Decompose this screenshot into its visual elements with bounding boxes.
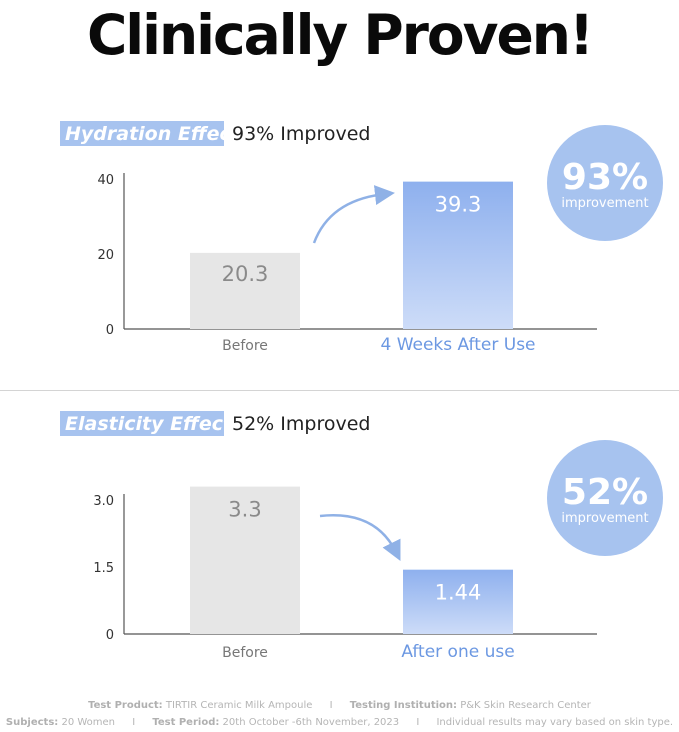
- trend-arrow: [319, 514, 401, 561]
- y-tick-label: 3.0: [93, 494, 114, 509]
- value-label-after: 39.3: [435, 193, 482, 217]
- value-label-before: 3.3: [228, 498, 261, 522]
- bar-before: [190, 486, 300, 634]
- footer-period-label: Test Period:: [152, 717, 220, 728]
- category-label-after: 4 Weeks After Use: [380, 335, 535, 355]
- footer-separator: I: [329, 700, 333, 711]
- footer-subjects-value: 20 Women: [61, 717, 116, 728]
- category-label-after: After one use: [401, 642, 514, 662]
- footer-product-label: Test Product:: [88, 700, 163, 711]
- footer-separator: I: [132, 717, 136, 728]
- footer-product-value: TIRTIR Ceramic Milk Ampoule: [165, 700, 313, 711]
- page-headline: Clinically Proven!: [86, 3, 594, 67]
- value-label-after: 1.44: [435, 581, 482, 605]
- y-tick-label: 0: [106, 323, 114, 338]
- footer-institution-label: Testing Institution:: [349, 700, 458, 711]
- y-tick-label: 1.5: [93, 561, 114, 576]
- title-tag-background: [60, 411, 224, 436]
- bar-after: [403, 181, 513, 329]
- badge-percent: 52%: [562, 472, 648, 513]
- chart-title-tag: Hydration Effect: [65, 123, 241, 145]
- section-divider: [0, 390, 679, 391]
- y-tick-label: 40: [97, 173, 114, 188]
- footer-subjects-label: Subjects:: [5, 717, 59, 728]
- y-tick-label: 20: [97, 248, 114, 263]
- chart-title-rest: 52% Improved: [232, 413, 370, 435]
- y-tick-label: 0: [106, 628, 114, 643]
- footer-separator: I: [416, 717, 420, 728]
- bar-before: [190, 252, 300, 329]
- hydration-section: Hydration Effect 93% Improved 0 20 40 20.3 Bef…: [0, 100, 679, 390]
- chart-title-rest: 93% Improved: [232, 123, 370, 145]
- chart-title-tag: Elasticity Effect: [65, 413, 233, 435]
- badge-label: improvement: [561, 196, 648, 211]
- trend-arrow: [312, 185, 395, 244]
- bar-after: [403, 569, 513, 634]
- badge-percent: 93%: [562, 157, 648, 198]
- elasticity-section: Elasticity Effect 52% Improved 0 1.5 3.0 3.3 B…: [0, 390, 679, 680]
- improvement-badge: [547, 125, 663, 241]
- footer-disclaimer: Individual results may vary based on ski…: [436, 717, 674, 728]
- footer-line-1: Test Product: TIRTIR Ceramic Milk Ampoul…: [0, 700, 679, 711]
- category-label-before: Before: [222, 645, 268, 661]
- value-label-before: 20.3: [222, 262, 269, 286]
- badge-label: improvement: [561, 511, 648, 526]
- category-label-before: Before: [222, 338, 268, 354]
- footer-line-2: Subjects: 20 Women I Test Period: 20th O…: [0, 717, 679, 728]
- elasticity-chart: Elasticity Effect 52% Improved 0 1.5 3.0 3.3 B…: [60, 411, 663, 662]
- title-tag-background: [60, 121, 224, 146]
- footer-institution-value: P&K Skin Research Center: [460, 700, 591, 711]
- footer-period-value: 20th October -6th November, 2023: [222, 717, 400, 728]
- improvement-badge: [547, 440, 663, 556]
